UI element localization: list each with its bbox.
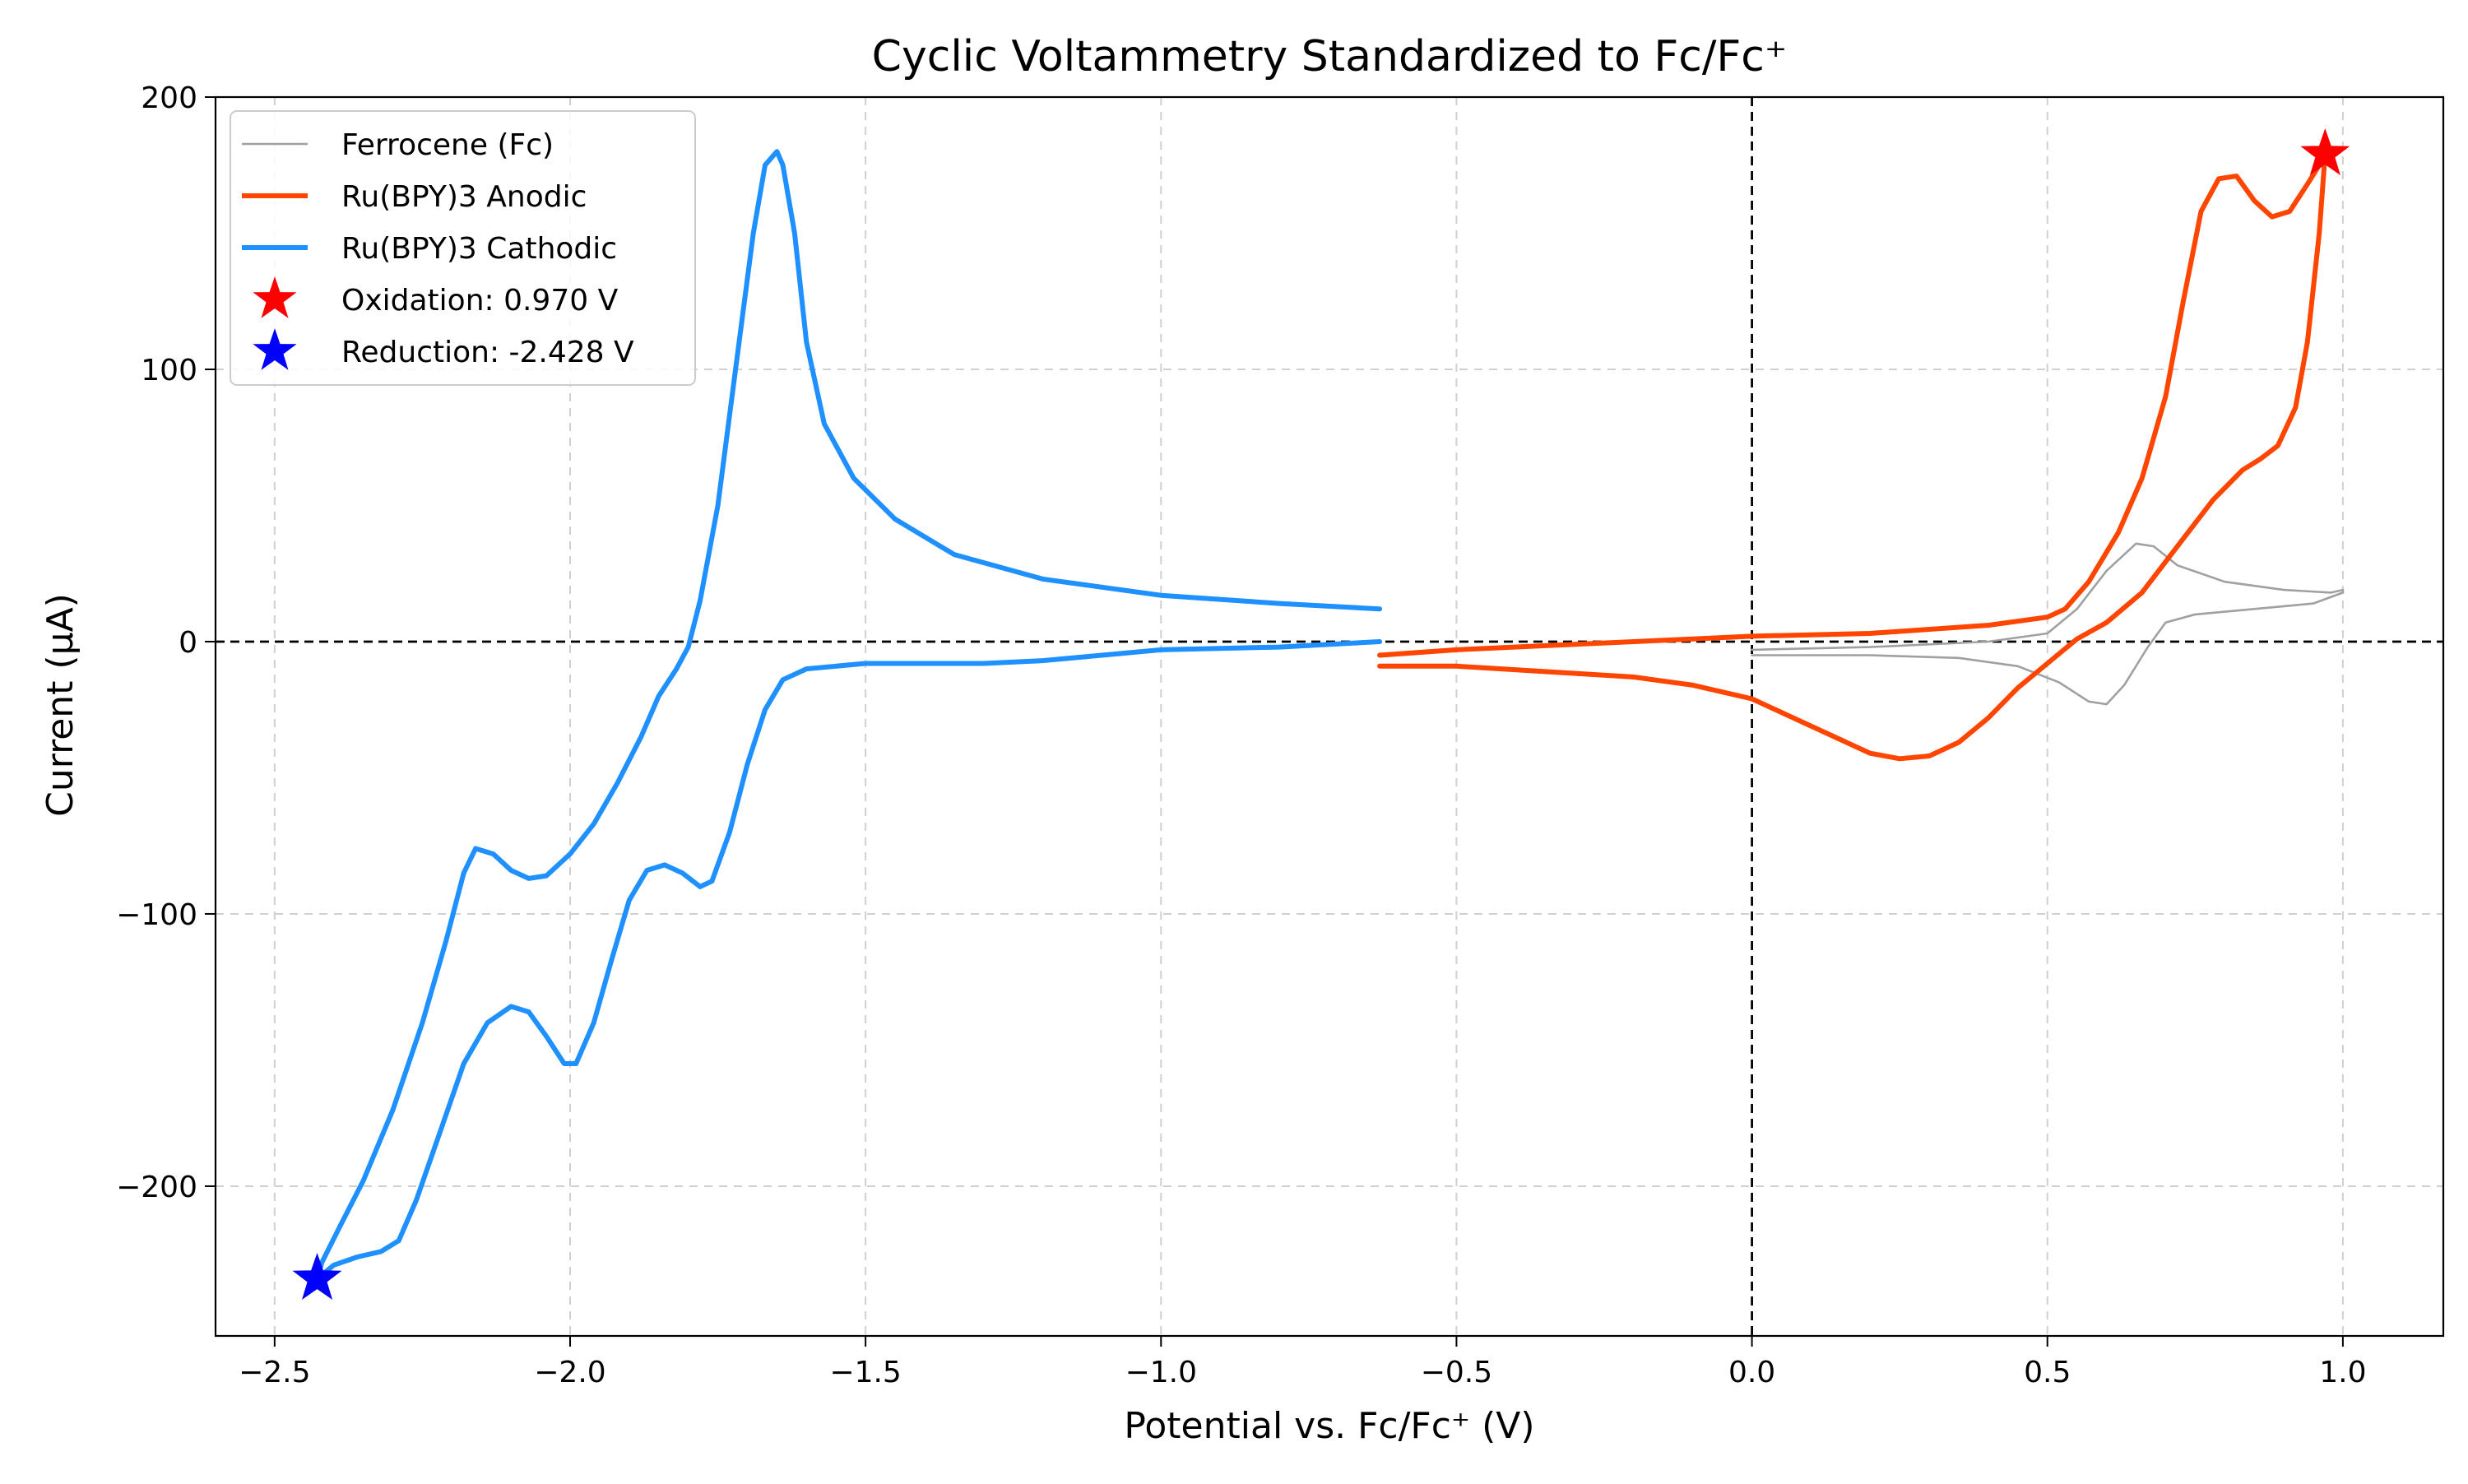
series-line — [1377, 151, 2328, 762]
legend-label: Ru(BPY)3 Anodic — [341, 180, 587, 214]
point-markers — [292, 128, 2350, 1301]
star-marker — [292, 1252, 342, 1301]
legend-label: Ferrocene (Fc) — [341, 128, 554, 162]
x-tick-label: −0.5 — [1421, 1356, 1492, 1389]
x-tick-label: 0.5 — [2024, 1356, 2071, 1389]
series-line — [314, 149, 1383, 1282]
series-line — [1751, 542, 2345, 706]
y-axis-label: Current (μA) — [39, 593, 81, 817]
x-tick-label: −2.0 — [534, 1356, 605, 1389]
chart-title: Cyclic Voltammetry Standardized to Fc/Fc… — [872, 32, 1788, 81]
x-tick-label: −1.0 — [1125, 1356, 1197, 1389]
legend-label: Oxidation: 0.970 V — [341, 284, 619, 318]
series-lines — [314, 149, 2345, 1282]
axis-ticks: −2.5 −2.0 −1.5 −1.0 −0.5 0.0 0.5 1.0 200 100 0 −100… — [116, 81, 2366, 1389]
legend-star-swatch — [253, 328, 297, 370]
x-tick-label: 1.0 — [2319, 1356, 2366, 1389]
x-axis-label: Potential vs. Fc/Fc⁺ (V) — [1124, 1405, 1534, 1447]
x-tick-label: −1.5 — [829, 1356, 901, 1389]
y-tick-label: −200 — [116, 1171, 197, 1204]
legend-label: Reduction: -2.428 V — [341, 336, 634, 369]
legend-box — [230, 110, 696, 386]
legend: Ferrocene (Fc) Ru(BPY)3 Anodic Ru(BPY)3 Ca… — [230, 110, 696, 386]
plot-frame — [214, 95, 2445, 1338]
y-tick-label: 100 — [141, 354, 197, 387]
y-tick-label: 200 — [141, 81, 197, 115]
y-tick-label: −100 — [116, 898, 197, 932]
legend-label: Ru(BPY)3 Cathodic — [341, 232, 617, 266]
legend-star-swatch — [253, 276, 297, 318]
y-tick-label: 0 — [179, 626, 197, 660]
x-tick-label: 0.0 — [1728, 1356, 1775, 1389]
star-marker — [2300, 128, 2350, 176]
x-tick-label: −2.5 — [239, 1356, 310, 1389]
